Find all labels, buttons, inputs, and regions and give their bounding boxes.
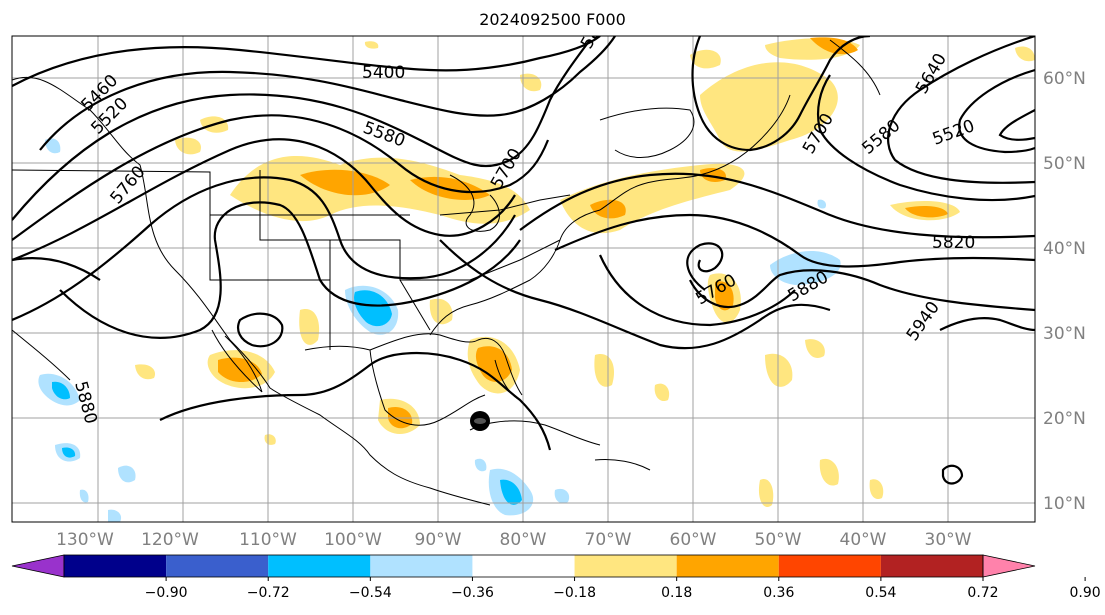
colorbar-segment bbox=[268, 555, 371, 577]
map-border bbox=[11, 35, 1036, 523]
colorbar-segment bbox=[64, 555, 167, 577]
colorbar-segment bbox=[370, 555, 473, 577]
lon-label: 50°W bbox=[755, 530, 802, 550]
lat-label: 40°N bbox=[1043, 239, 1086, 259]
colorbar-tick-label: −0.54 bbox=[349, 585, 392, 601]
colorbar-tick-label: −0.90 bbox=[145, 585, 188, 601]
lat-label: 10°N bbox=[1043, 494, 1086, 514]
colorbar-tick-label: 0.54 bbox=[865, 585, 896, 601]
colorbar-tick-label: 0.90 bbox=[1070, 585, 1101, 601]
latitude-labels: 60°N 50°N 40°N 30°N 20°N 10°N bbox=[1043, 69, 1086, 514]
lon-label: 30°W bbox=[925, 530, 972, 550]
colorbar-segment bbox=[472, 555, 575, 577]
contour-label: 5820 bbox=[932, 233, 975, 253]
lat-label: 50°N bbox=[1043, 154, 1086, 174]
colorbar-tick-label: −0.36 bbox=[451, 585, 494, 601]
colorbar-segment bbox=[880, 555, 983, 577]
colorbar-tick-label: 0.72 bbox=[967, 585, 998, 601]
lon-label: 90°W bbox=[415, 530, 462, 550]
lon-label: 120°W bbox=[141, 530, 199, 550]
colorbar-extend-max bbox=[982, 554, 1036, 578]
colorbar: −0.90 −0.72 −0.54 −0.36 −0.18 0.18 0.36 0.54 0.7… bbox=[11, 554, 1101, 601]
colorbar-outline bbox=[63, 554, 984, 578]
longitude-labels: 130°W 120°W 110°W 100°W 90°W 80°W 70°W 6… bbox=[56, 530, 972, 550]
colorbar-tick-label: 0.36 bbox=[763, 585, 794, 601]
negative-anomaly-shading bbox=[38, 138, 841, 522]
colorbar-tick-label: −0.72 bbox=[247, 585, 290, 601]
lon-label: 130°W bbox=[56, 530, 114, 550]
lon-label: 60°W bbox=[670, 530, 717, 550]
colorbar-tick-label: 0.18 bbox=[661, 585, 692, 601]
tropical-cyclone-marker bbox=[470, 411, 490, 431]
contour-label: 5400 bbox=[362, 63, 405, 83]
lon-label: 100°W bbox=[324, 530, 382, 550]
map-title: 2024092500 F000 bbox=[479, 10, 626, 29]
lon-label: 70°W bbox=[585, 530, 632, 550]
lat-label: 60°N bbox=[1043, 69, 1086, 89]
colorbar-segment bbox=[778, 555, 881, 577]
height-contours bbox=[12, 36, 1035, 485]
lat-label: 30°N bbox=[1043, 324, 1086, 344]
colorbar-tick-label: −0.18 bbox=[553, 585, 596, 601]
lon-label: 40°W bbox=[840, 530, 887, 550]
lat-label: 20°N bbox=[1043, 409, 1086, 429]
colorbar-segment bbox=[676, 555, 779, 577]
colorbar-segment bbox=[574, 555, 677, 577]
colorbar-extend-min bbox=[11, 554, 65, 578]
lon-label: 110°W bbox=[239, 530, 297, 550]
coastlines bbox=[12, 39, 881, 506]
colorbar-segment bbox=[166, 555, 269, 577]
lon-label: 80°W bbox=[500, 530, 547, 550]
